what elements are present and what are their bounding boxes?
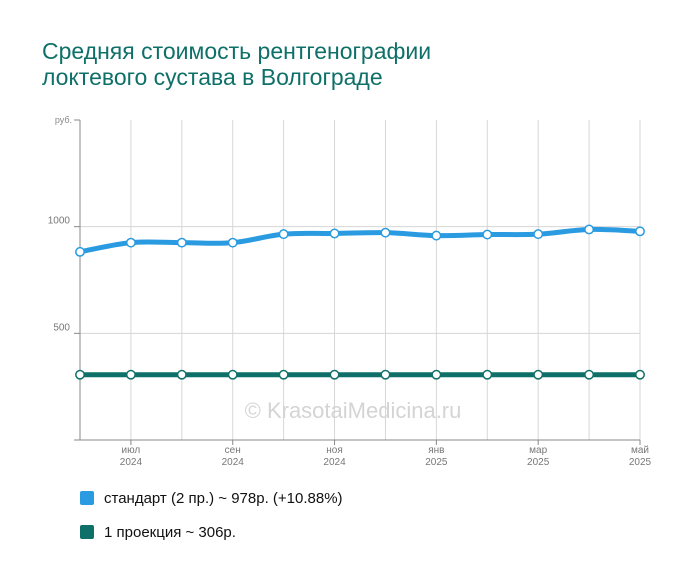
x-tick-label-month: сен [225,445,241,456]
data-point-0 [431,230,442,241]
data-point-1 [635,369,645,380]
x-tick-label-year: 2024 [323,457,346,468]
chart-series [75,224,645,380]
data-point-0 [125,237,136,248]
chart-grid [80,120,641,440]
data-point-1 [75,369,85,380]
y-tick-label: 1000 [48,216,71,227]
data-point-0 [278,229,289,240]
chart-title: Средняя стоимость рентгенографии локтево… [42,38,662,90]
chart-title-line-2: локтевого сустава в Волгограде [42,64,383,90]
legend-swatch-one-projection [80,525,94,539]
watermark-text: © KrasotaiMedicina.ru [245,398,462,423]
data-point-1 [227,369,238,380]
data-point-1 [584,369,595,380]
data-point-1 [533,369,544,380]
data-point-0 [380,227,391,238]
legend-label-standard: стандарт (2 пр.) ~ 978р. (+10.88%) [104,490,343,507]
x-tick-label-month: май [631,445,649,456]
chart-axes: 1000500руб.июл2024сен2024ноя2024янв2025м… [48,115,652,468]
data-point-0 [75,246,85,257]
x-tick-label-year: 2025 [629,457,652,468]
legend-item-one-projection[interactable]: 1 проекция ~ 306р. [80,524,236,544]
x-tick-label-year: 2025 [527,457,550,468]
data-point-1 [176,369,187,380]
legend-label-one-projection: 1 проекция ~ 306р. [104,524,236,541]
data-point-0 [584,224,595,235]
data-point-1 [125,369,136,380]
data-point-1 [329,369,340,380]
legend-item-standard[interactable]: стандарт (2 пр.) ~ 978р. (+10.88%) [80,490,343,510]
data-point-1 [278,369,289,380]
x-tick-label-month: янв [428,445,444,456]
y-tick-label: 500 [53,322,70,333]
series-line-0 [77,226,643,255]
data-point-0 [635,226,645,237]
data-point-1 [431,369,442,380]
x-tick-label-year: 2025 [425,457,448,468]
x-tick-label-year: 2024 [120,457,143,468]
x-tick-label-month: ноя [326,445,343,456]
x-tick-label-month: мар [529,445,547,456]
data-point-0 [176,237,187,248]
chart-title-line-1: Средняя стоимость рентгенографии [42,38,432,64]
x-tick-label-month: июл [122,445,141,456]
data-point-0 [329,228,340,239]
y-axis-label: руб. [55,115,72,125]
data-point-1 [380,369,391,380]
data-point-0 [227,237,238,248]
legend-swatch-standard [80,491,94,505]
data-point-0 [533,229,544,240]
data-point-0 [482,229,493,240]
x-tick-label-year: 2024 [222,457,245,468]
data-point-1 [482,369,493,380]
